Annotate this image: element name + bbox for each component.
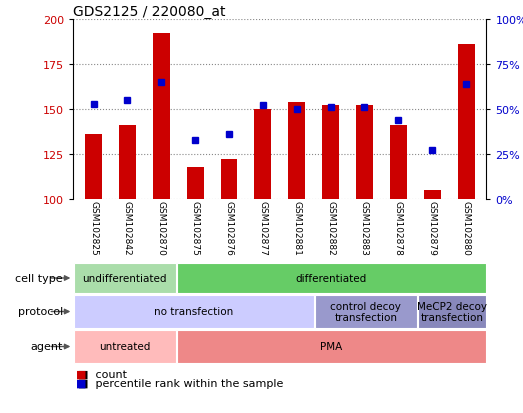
Text: no transfection: no transfection	[154, 307, 233, 317]
Text: GSM102842: GSM102842	[123, 201, 132, 255]
Bar	[74, 330, 176, 363]
Bar	[119, 126, 136, 199]
Bar	[322, 106, 339, 199]
Text: GSM102882: GSM102882	[326, 201, 335, 255]
Bar	[288, 102, 305, 199]
Text: GSM102879: GSM102879	[428, 201, 437, 256]
Bar	[177, 263, 486, 293]
Text: control decoy
transfection: control decoy transfection	[331, 301, 401, 323]
Bar	[356, 106, 373, 199]
Text: GSM102883: GSM102883	[360, 201, 369, 256]
Bar	[254, 110, 271, 199]
Bar	[177, 330, 486, 363]
Text: ■: ■	[76, 378, 86, 388]
Text: ■  percentile rank within the sample: ■ percentile rank within the sample	[78, 378, 284, 388]
Text: GSM102870: GSM102870	[157, 201, 166, 256]
Bar	[74, 263, 176, 293]
Bar	[221, 160, 237, 199]
Text: ■: ■	[76, 369, 86, 379]
Text: GSM102825: GSM102825	[89, 201, 98, 255]
Text: cell type: cell type	[15, 273, 63, 283]
Text: PMA: PMA	[320, 342, 343, 351]
Text: MeCP2 decoy
transfection: MeCP2 decoy transfection	[417, 301, 487, 323]
Bar	[153, 34, 170, 199]
Bar	[315, 295, 417, 328]
Bar	[418, 295, 486, 328]
Text: GSM102881: GSM102881	[292, 201, 301, 256]
Text: GDS2125 / 220080_at: GDS2125 / 220080_at	[73, 5, 226, 19]
Bar	[424, 190, 441, 199]
Text: agent: agent	[30, 342, 63, 351]
Text: untreated: untreated	[99, 342, 151, 351]
Bar	[458, 45, 474, 199]
Bar	[390, 126, 407, 199]
Text: protocol: protocol	[17, 307, 63, 317]
Bar	[74, 295, 314, 328]
Text: ■  count: ■ count	[78, 369, 128, 379]
Text: GSM102878: GSM102878	[394, 201, 403, 256]
Text: GSM102877: GSM102877	[258, 201, 267, 256]
Text: GSM102876: GSM102876	[224, 201, 233, 256]
Text: differentiated: differentiated	[296, 273, 367, 283]
Bar	[187, 167, 203, 199]
Text: GSM102875: GSM102875	[191, 201, 200, 256]
Text: GSM102880: GSM102880	[462, 201, 471, 256]
Text: undifferentiated: undifferentiated	[83, 273, 167, 283]
Bar	[85, 135, 102, 199]
